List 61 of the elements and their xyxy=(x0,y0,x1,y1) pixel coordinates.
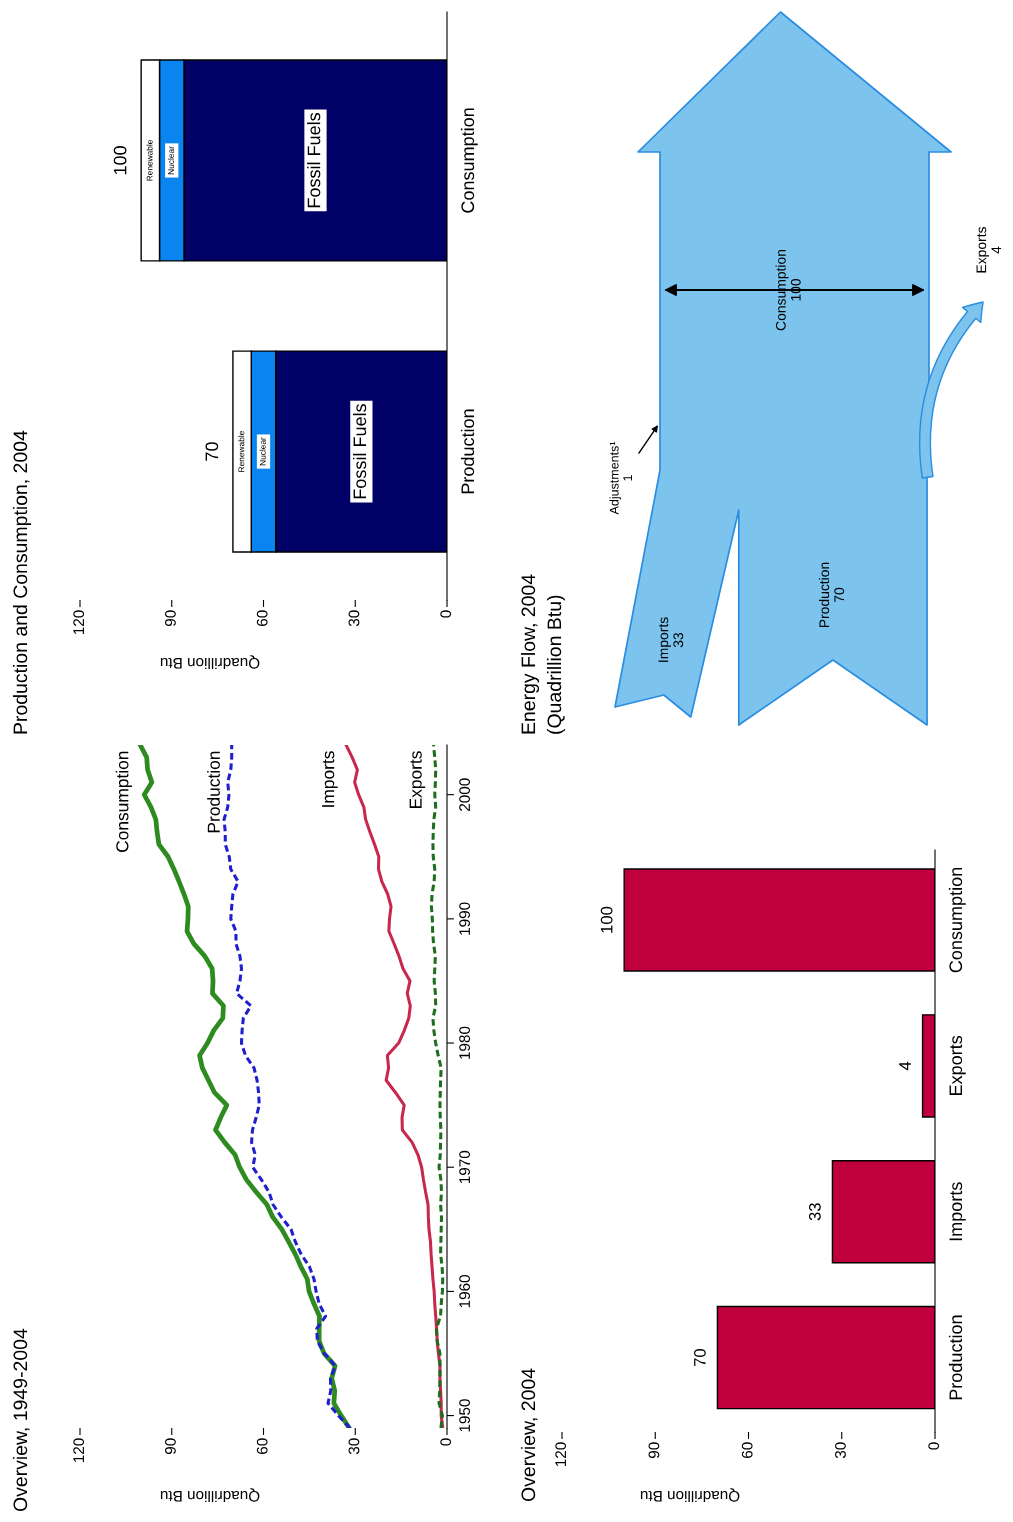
category-label: Production xyxy=(818,562,830,628)
x-tick-label: 30 xyxy=(348,1438,360,1455)
y-tick-label: 1980 xyxy=(459,1026,471,1059)
x-tick-label: 90 xyxy=(648,1442,660,1458)
total-label: 70 xyxy=(205,442,219,461)
x-tick-label: 0 xyxy=(440,1438,452,1446)
y-tick-label: 1990 xyxy=(459,902,471,935)
data-label: 4 xyxy=(991,246,1002,254)
y-tick-label: 2000 xyxy=(459,778,471,811)
y-tick-label: Production xyxy=(948,1315,963,1400)
x-tick-label: 90 xyxy=(165,1438,176,1454)
x-axis-title: Quadrillion Btu xyxy=(640,1488,740,1503)
data-label: 33 xyxy=(809,1203,821,1221)
y-tick-label: Consumption xyxy=(948,867,966,973)
y-tick-label: Consumption xyxy=(460,108,478,213)
data-label: 70 xyxy=(693,1348,706,1367)
y-tick-label: 1960 xyxy=(459,1275,471,1308)
text: Overview, 1949-2004 xyxy=(12,1328,30,1512)
text: Energy Flow, 2004 xyxy=(520,574,540,734)
x-tick-label: 0 xyxy=(440,610,452,618)
text: Production and Consumption, 2004 xyxy=(12,430,32,734)
data-label: 4 xyxy=(899,1061,911,1071)
line-series xyxy=(222,745,352,1428)
x-tick-label: 120 xyxy=(73,610,85,635)
data-label: 1 xyxy=(623,475,632,481)
y-tick-label: Production xyxy=(460,409,475,494)
x-tick-label: 90 xyxy=(165,610,176,626)
text: Overview, 2004 xyxy=(520,1368,538,1502)
x-tick-label: 60 xyxy=(256,1438,268,1454)
x-tick-label: 120 xyxy=(73,1438,85,1463)
series-label: Nuclear xyxy=(167,146,174,175)
text: Nuclear xyxy=(259,437,266,466)
category-label: Adjustments¹ xyxy=(609,441,622,515)
text: Fossil Fuels xyxy=(352,404,367,499)
y-tick-label: Exports xyxy=(949,1035,966,1095)
y-tick-label: Imports xyxy=(949,1182,966,1241)
x-tick-label: 120 xyxy=(555,1442,567,1467)
x-tick-label: 60 xyxy=(741,1442,753,1458)
x-axis-title: Quadrillion Btu xyxy=(160,1488,260,1503)
data-label: 100 xyxy=(600,906,613,933)
data-label: 33 xyxy=(673,632,684,648)
category-label: Imports xyxy=(658,617,671,662)
text: Imports xyxy=(322,751,338,807)
category-label: Consumption xyxy=(775,249,789,331)
y-tick-label: 1970 xyxy=(459,1150,471,1184)
series-label: Renewable xyxy=(146,139,153,181)
y-tick-label: 1950 xyxy=(459,1399,471,1432)
line-series xyxy=(137,745,352,1428)
text: Production xyxy=(207,751,220,833)
series-label: Fossil Fuels xyxy=(307,112,321,208)
total-label: 100 xyxy=(113,146,127,175)
x-tick-label: 60 xyxy=(256,610,268,626)
text: Renewable xyxy=(238,431,245,472)
x-tick-label: 30 xyxy=(835,1442,846,1459)
data-label: 70 xyxy=(834,587,845,603)
text: (Quadrillion Btu) xyxy=(546,595,566,734)
x-axis-title: Quadrillion Btu xyxy=(160,655,260,670)
text: Consumption xyxy=(115,751,132,852)
x-tick-label: 30 xyxy=(348,610,360,627)
text: Exports xyxy=(409,751,426,808)
x-tick-label: 0 xyxy=(928,1442,940,1450)
